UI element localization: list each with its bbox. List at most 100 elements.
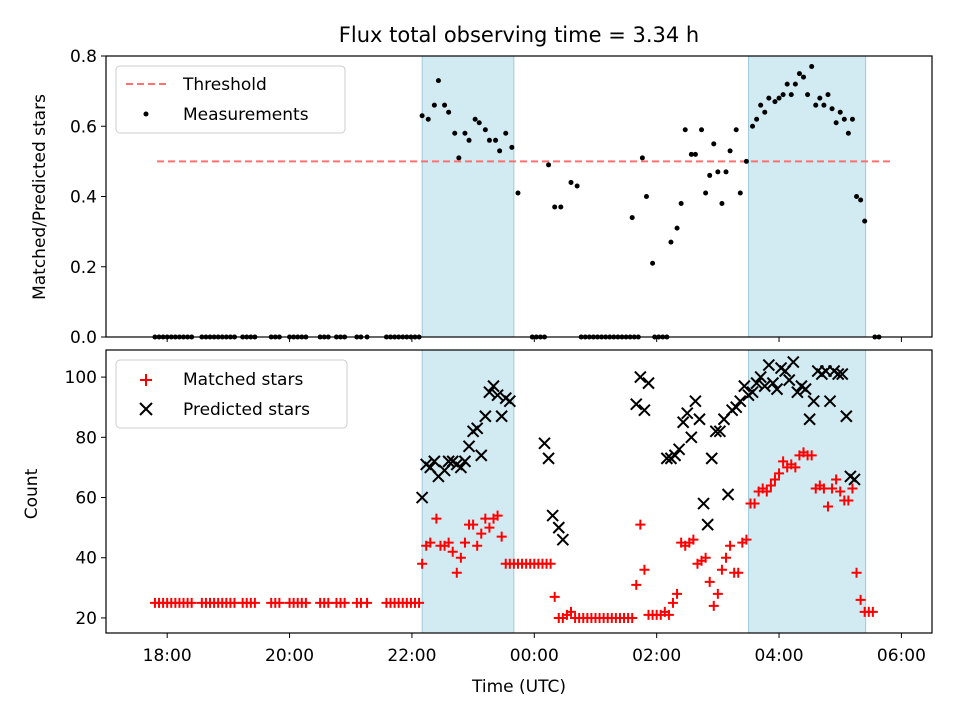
predicted-star-point	[458, 455, 472, 468]
predicted-star-point	[556, 533, 570, 546]
measurement-point	[425, 116, 431, 122]
predicted-star-point	[491, 388, 504, 402]
matched-star-point	[627, 612, 638, 623]
bottom-y-ticks: 20 40 60 80 100	[65, 368, 106, 629]
measurement-point	[703, 190, 709, 196]
top-legend-box	[115, 65, 346, 134]
matched-star-point	[443, 537, 454, 548]
measurement-point	[858, 197, 864, 203]
y-tick-label: 0.8	[70, 47, 97, 67]
measurement-point	[456, 155, 462, 161]
measurement-point	[813, 102, 819, 108]
predicted-star-point	[766, 376, 780, 390]
matched-star-point	[476, 528, 487, 539]
matched-star-point	[672, 588, 683, 599]
x-tick-label: 02:00	[632, 646, 681, 666]
matched-star-point	[769, 474, 780, 485]
predicted-star-point	[495, 410, 508, 423]
measurement-point	[435, 78, 441, 84]
predicted-star-point	[676, 416, 690, 429]
top-y-ticks: 0.0 0.2 0.4 0.6 0.8	[70, 47, 106, 348]
measurement-point	[715, 169, 721, 175]
measurement-point	[568, 179, 574, 185]
top-y-axis-label: Matched/Predicted stars	[30, 94, 50, 300]
measurement-point	[821, 102, 827, 108]
predicted-star-point	[483, 385, 496, 399]
matched-star-point	[339, 597, 350, 608]
predicted-star-point	[672, 443, 686, 456]
matched-star-point	[712, 588, 723, 599]
top-x-ticks	[166, 337, 902, 342]
y-tick-label: 100	[65, 368, 97, 388]
measurement-point	[796, 71, 802, 77]
measurement-point	[829, 106, 835, 112]
legend-matched-label: Matched stars	[183, 370, 303, 390]
measurement-point	[837, 109, 843, 115]
matched-star-point	[549, 591, 560, 602]
measurement-point	[772, 99, 778, 105]
matched-star-point	[417, 558, 428, 569]
matched-star-point	[708, 600, 719, 611]
top-legend: Threshold Measurements	[115, 65, 346, 134]
measurement-point	[788, 92, 794, 98]
measurement-point	[476, 120, 482, 126]
predicted-star-point	[475, 449, 488, 462]
predicted-star-point	[713, 425, 727, 438]
predicted-star-point	[685, 431, 698, 444]
predicted-star-point	[415, 491, 429, 504]
matched-star-point	[749, 498, 760, 509]
predicted-star-point	[729, 400, 743, 414]
matched-star-point	[414, 597, 425, 608]
matched-stars-series	[149, 447, 878, 623]
y-tick-label: 20	[75, 609, 97, 629]
predicted-star-point	[552, 521, 565, 534]
matched-star-point	[496, 531, 507, 542]
matched-star-point	[274, 597, 285, 608]
bottom-x-ticks: 18:00 20:00 22:00 00:00 02:00 04:00 06:00	[143, 633, 926, 666]
measurement-point	[833, 120, 839, 126]
predicted-star-point	[803, 413, 816, 426]
predicted-star-point	[840, 410, 853, 423]
predicted-star-point	[750, 376, 763, 390]
predicted-star-point	[542, 452, 555, 465]
measurement-point	[472, 116, 478, 122]
predicted-star-point	[630, 397, 643, 411]
top-panel: 0.00.20.40.60.8 Matched/Predicted stars …	[30, 47, 933, 348]
predicted-star-point	[634, 370, 647, 384]
matched-star-point	[484, 522, 495, 533]
measurement-point	[711, 141, 717, 147]
predicted-star-point	[762, 358, 776, 372]
measurement-point	[643, 194, 649, 199]
measurement-point	[674, 225, 680, 231]
bottom-axes-frame	[105, 349, 933, 634]
matched-star-point	[249, 597, 260, 608]
matched-star-point	[700, 552, 711, 563]
matched-star-point	[765, 480, 776, 491]
predicted-star-point	[638, 404, 651, 417]
predicted-star-point	[428, 455, 441, 468]
measurement-point	[668, 239, 674, 245]
predicted-stars-series	[415, 355, 861, 546]
measurement-point	[809, 64, 815, 70]
matched-star-point	[831, 474, 842, 485]
y-tick-label: 0.4	[70, 188, 97, 208]
predicted-star-point	[462, 440, 476, 453]
y-tick-label: 0.0	[70, 328, 97, 348]
matched-star-point	[492, 510, 503, 521]
predicted-star-point	[799, 382, 812, 396]
measurement-point	[515, 190, 521, 196]
measurement-point	[754, 116, 760, 122]
predicted-star-point	[454, 461, 468, 474]
predicted-star-point	[721, 488, 735, 501]
matched-star-point	[459, 537, 470, 548]
measurement-point	[446, 109, 452, 115]
predicted-star-point	[487, 379, 500, 393]
predicted-star-point	[668, 449, 682, 462]
matched-star-point	[733, 567, 744, 578]
matched-star-point	[545, 558, 556, 569]
measurement-point	[692, 151, 698, 157]
measurement-point	[841, 116, 847, 122]
measurement-point	[805, 92, 811, 98]
x-tick-label: 20:00	[265, 646, 314, 666]
